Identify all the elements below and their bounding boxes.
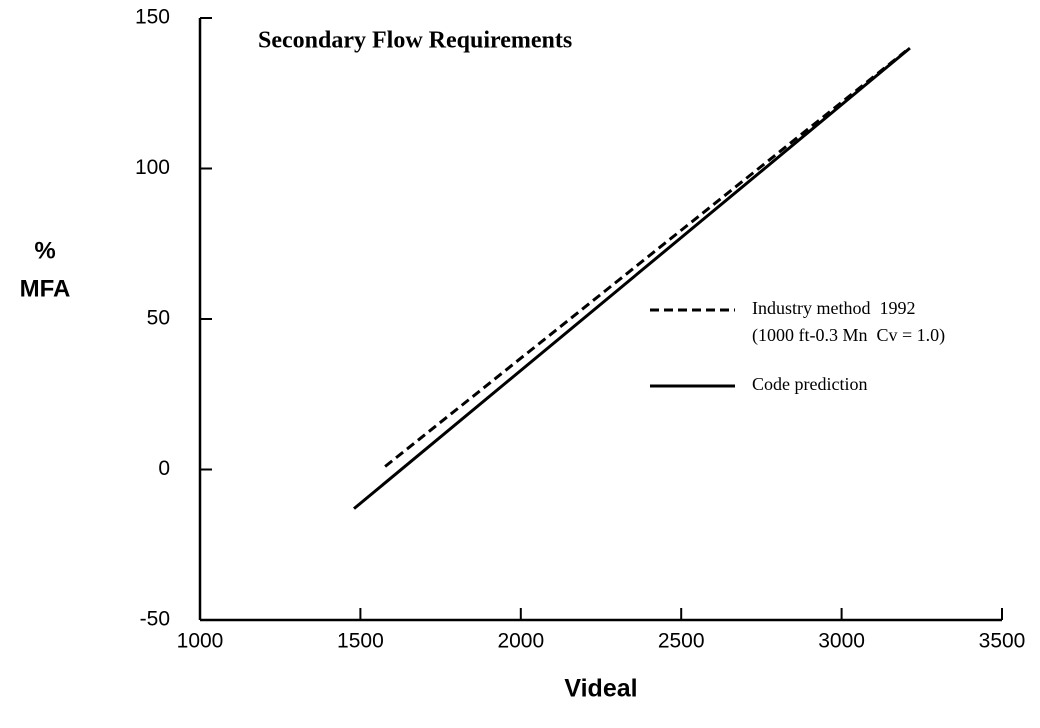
legend-label: Code prediction [752,374,867,394]
series-line [353,46,911,510]
x-tick-label: 3500 [979,630,1026,653]
x-tick-label: 1500 [337,630,384,653]
x-tick-label: 1000 [177,630,224,653]
series-line [384,49,907,468]
x-tick-label: 2500 [658,630,705,653]
y-tick-label: 150 [135,6,170,29]
legend-label: Industry method 1992 [752,298,916,318]
y-axis-label: MFA [20,275,71,302]
legend-note: (1000 ft-0.3 Mn Cv = 1.0) [752,325,945,346]
x-tick-label: 3000 [818,630,865,653]
y-tick-label: 50 [147,307,170,330]
x-axis-label: Videal [564,675,637,703]
y-tick-label: -50 [140,608,170,631]
y-tick-label: 100 [135,156,170,179]
y-axis-label: % [34,237,55,264]
y-tick-label: 0 [158,457,170,480]
chart-title: Secondary Flow Requirements [258,28,572,54]
x-tick-label: 2000 [497,630,544,653]
